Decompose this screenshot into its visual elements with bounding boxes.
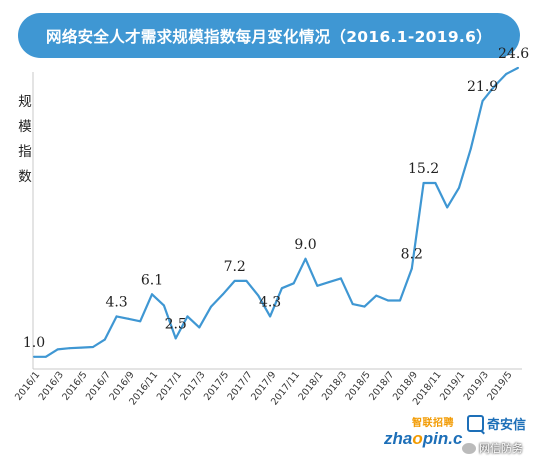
y-axis-label-char: 数 [18, 169, 32, 185]
data-point [316, 284, 319, 287]
data-label: 6.1 [141, 272, 163, 288]
x-tick-labels-group: 2016/12016/32016/52016/72016/92016/11201… [13, 370, 514, 408]
data-labels-group: 1.0 4.3 6.1 2.5 7.2 4.3 9.0 8.2 15.2 21.9 24.6 [23, 46, 529, 351]
y-axis-label-char: 模 [18, 119, 32, 135]
x-tick-label: 2019/5 [485, 370, 514, 403]
data-point [245, 279, 248, 282]
y-axis-label-char: 规 [18, 94, 32, 110]
data-point [505, 73, 508, 75]
data-point [103, 338, 106, 341]
data-point [44, 355, 47, 358]
data-point [363, 305, 366, 308]
zhilian-logo-text: zhaopin.c [384, 429, 463, 448]
data-label: 21.9 [467, 79, 498, 95]
data-point [517, 66, 519, 69]
data-point [139, 320, 142, 323]
qianxin-logo-text: 奇安信 [487, 418, 527, 433]
y-axis-label: 规 模 指 数 [16, 90, 34, 190]
data-point [162, 304, 165, 307]
data-point [446, 206, 449, 209]
data-point [422, 182, 425, 184]
data-point [221, 293, 224, 296]
series-group [33, 66, 519, 358]
data-point [233, 279, 236, 282]
data-point [434, 182, 437, 184]
data-point [292, 282, 295, 285]
data-label: 15.2 [408, 161, 439, 177]
zhilian-brand-top: 智联招聘 [412, 418, 454, 429]
data-label: 4.3 [259, 294, 281, 310]
data-point [257, 294, 260, 297]
data-point [399, 299, 401, 302]
data-point [458, 186, 460, 189]
data-point [375, 294, 378, 297]
qianxin-logo: 奇安信 [467, 414, 526, 433]
data-point [174, 337, 177, 340]
data-point [410, 267, 413, 270]
data-label: 4.3 [105, 294, 127, 310]
wechat-account-name: 网信防务 [479, 442, 523, 455]
data-point [339, 277, 342, 280]
data-point [210, 305, 213, 308]
chart-title: 网络安全人才需求规模指数每月变化情况（2016.1-2019.6） [18, 13, 520, 58]
data-point [269, 315, 272, 318]
data-point [80, 346, 83, 349]
data-point [115, 315, 118, 318]
series-line [34, 66, 519, 358]
data-point [127, 317, 130, 320]
data-point [387, 299, 390, 302]
data-label: 8.2 [401, 247, 423, 263]
data-point [304, 257, 307, 260]
data-point [198, 326, 201, 329]
data-point [493, 85, 496, 88]
data-label: 2.5 [165, 316, 187, 332]
data-label: 7.2 [224, 259, 246, 275]
data-point [33, 355, 35, 358]
data-point [56, 348, 59, 351]
wechat-watermark: 网信防务 [462, 440, 523, 456]
data-point [151, 293, 153, 296]
wechat-icon [462, 442, 476, 454]
y-axis-label-char: 指 [18, 144, 32, 160]
data-point [351, 303, 354, 306]
data-point [481, 99, 484, 102]
data-point [68, 347, 71, 350]
data-label: 24.6 [498, 46, 529, 62]
data-point [280, 287, 283, 290]
zhilian-logo: zhaopin.c [384, 427, 462, 451]
data-point [469, 147, 472, 150]
data-point [92, 346, 94, 348]
data-label: 1.0 [23, 335, 45, 351]
data-point [186, 315, 189, 318]
data-point [328, 281, 331, 284]
qianxin-q-icon [467, 415, 484, 432]
data-label: 9.0 [294, 237, 316, 253]
